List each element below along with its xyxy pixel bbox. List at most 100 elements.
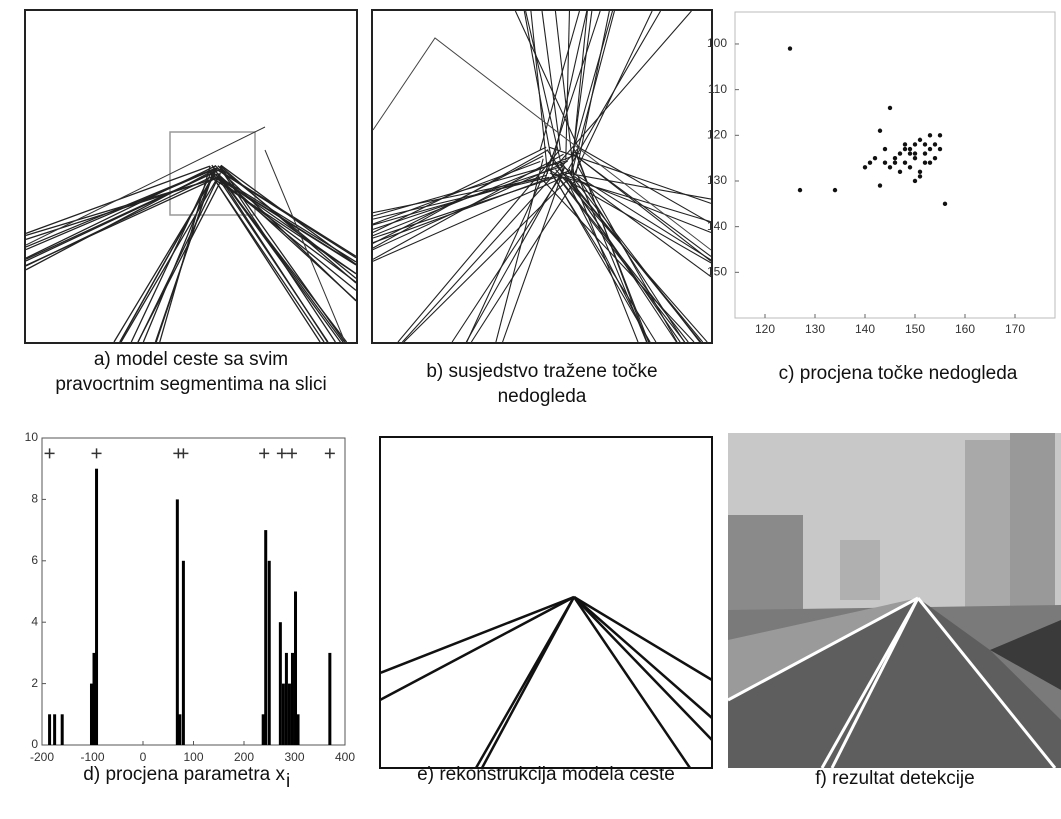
caption: e) rekonstrukcija modela ceste <box>417 764 675 785</box>
building <box>728 515 803 615</box>
x-tick-label: 150 <box>905 322 925 336</box>
caption: b) susjedstvo tražene točke <box>426 361 657 382</box>
point <box>918 138 922 142</box>
point <box>933 142 937 146</box>
y-tick-label: 8 <box>31 492 38 506</box>
bar <box>48 714 51 745</box>
caption-subscript: i <box>286 771 290 792</box>
x-tick-label: 140 <box>855 322 875 336</box>
point <box>913 156 917 160</box>
x-tick-label: 0 <box>140 750 147 764</box>
point <box>868 161 872 165</box>
point <box>888 106 892 110</box>
bar <box>95 469 98 745</box>
x-tick-label: 300 <box>284 750 304 764</box>
plot-frame <box>735 12 1055 318</box>
y-tick-label: 0 <box>31 737 38 751</box>
point <box>898 170 902 174</box>
bar <box>328 653 331 745</box>
point <box>913 151 917 155</box>
x-tick-label: 160 <box>955 322 975 336</box>
x-tick-label: -200 <box>30 750 54 764</box>
point <box>883 161 887 165</box>
y-tick-label: 110 <box>708 82 727 96</box>
point <box>938 147 942 151</box>
point <box>923 151 927 155</box>
panel-c: 120 130 140 150 160 170 100 110 120 130 140 150 <box>707 12 1055 336</box>
x-tick-label: 400 <box>335 750 355 764</box>
building <box>1010 433 1055 613</box>
point <box>903 161 907 165</box>
caption: pravocrtnim segmentima na slici <box>55 374 326 395</box>
point <box>928 133 932 137</box>
plot-frame <box>42 438 345 745</box>
point <box>923 161 927 165</box>
x-tick-label: 120 <box>755 322 775 336</box>
panel-f <box>728 433 1061 768</box>
y-tick-label: 150 <box>707 265 727 279</box>
caption: f) rezultat detekcije <box>815 768 974 789</box>
panel-b <box>372 10 712 343</box>
point <box>923 142 927 146</box>
point <box>883 147 887 151</box>
point <box>903 147 907 151</box>
bar <box>279 622 282 745</box>
point <box>928 161 932 165</box>
point <box>908 151 912 155</box>
point <box>908 165 912 169</box>
y-tick-label: 140 <box>707 219 727 233</box>
point <box>878 183 882 187</box>
point <box>908 147 912 151</box>
point <box>928 147 932 151</box>
bar <box>268 561 271 745</box>
panel-e <box>380 437 712 768</box>
y-tick-label: 10 <box>25 430 39 444</box>
building <box>840 540 880 600</box>
x-tick-label: 100 <box>183 750 203 764</box>
point <box>933 156 937 160</box>
y-tick-label: 6 <box>31 553 38 567</box>
x-tick-label: 200 <box>234 750 254 764</box>
bar <box>282 684 285 745</box>
point <box>788 46 792 50</box>
point <box>898 151 902 155</box>
point <box>918 174 922 178</box>
bar <box>291 653 294 745</box>
caption: d) procjena parametra x <box>83 764 285 785</box>
point <box>918 170 922 174</box>
point <box>863 165 867 169</box>
caption: nedogleda <box>498 386 587 407</box>
bar <box>182 561 185 745</box>
point <box>798 188 802 192</box>
panel-d: -200-10001002003004000246810 <box>25 430 356 764</box>
bar <box>297 714 300 745</box>
point <box>943 202 947 206</box>
figure: 120130140150160170100110120130140150 -20… <box>0 0 1061 814</box>
point <box>893 156 897 160</box>
point <box>888 165 892 169</box>
point <box>873 156 877 160</box>
frame <box>380 437 712 768</box>
caption: a) model ceste sa svim <box>94 349 288 370</box>
bar <box>178 714 181 745</box>
bar <box>53 714 56 745</box>
y-tick-label: 130 <box>707 173 727 187</box>
point <box>833 188 837 192</box>
y-tick-label: 100 <box>707 36 727 50</box>
point <box>913 179 917 183</box>
bar <box>285 653 288 745</box>
point <box>893 161 897 165</box>
y-tick-label: 2 <box>31 676 38 690</box>
x-tick-label: 130 <box>805 322 825 336</box>
y-tick-label: 4 <box>31 614 38 628</box>
panel-a <box>25 10 357 343</box>
x-tick-label: 170 <box>1005 322 1025 336</box>
point <box>913 142 917 146</box>
bar <box>176 499 179 745</box>
bar <box>288 684 291 745</box>
bar <box>264 530 267 745</box>
point <box>903 142 907 146</box>
point <box>938 133 942 137</box>
point <box>878 129 882 133</box>
y-tick-label: 120 <box>707 127 727 141</box>
